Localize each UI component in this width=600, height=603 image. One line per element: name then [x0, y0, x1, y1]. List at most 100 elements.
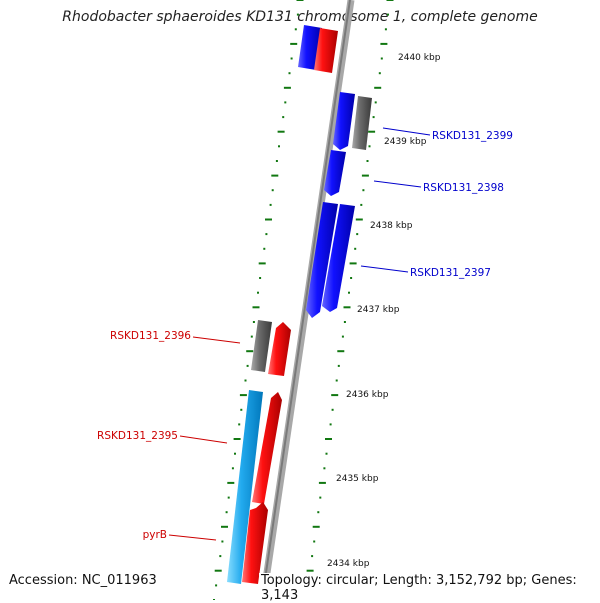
guide-dot: [227, 496, 230, 499]
scale-tick-label: 2436 kbp: [346, 390, 389, 400]
guide-dot: [225, 511, 228, 514]
guide-dot: [271, 189, 274, 192]
guide-tick-major: [258, 262, 266, 265]
guide-tick-major: [306, 569, 314, 572]
guide-dot: [215, 584, 218, 587]
guide-dot: [234, 452, 236, 455]
guide-dot: [294, 28, 297, 31]
guide-dot: [331, 408, 334, 411]
guide-dot: [374, 101, 377, 104]
feature-rskd131-2396: [268, 322, 291, 376]
guide-dot: [284, 101, 287, 104]
gene-label[interactable]: RSKD131_2395: [97, 430, 178, 442]
guide-tick-major: [265, 218, 272, 221]
gene-label-leader: [168, 534, 217, 541]
guide-dot: [384, 28, 387, 31]
guide-tick-major: [380, 42, 388, 45]
gene-labels: RSKD131_2399 RSKD131_2398 RSKD131_2397 RSKD…: [97, 127, 513, 541]
guide-dot: [257, 291, 259, 294]
guide-tick-major: [349, 262, 357, 265]
guide-dot: [329, 423, 332, 426]
guide-dot: [354, 247, 357, 250]
guide-dot: [335, 379, 338, 382]
gene-label-leader: [179, 435, 228, 444]
guide-tick-major: [337, 350, 345, 353]
guide-dot: [362, 189, 365, 192]
guide-tick-major: [283, 86, 291, 89]
scale-tick-label: 2437 kbp: [357, 305, 400, 315]
right-dotted-guide: [305, 0, 394, 600]
guide-dot: [282, 116, 285, 119]
guide-dot: [356, 233, 359, 236]
guide-tick-major: [355, 218, 363, 221]
guide-dot: [343, 321, 346, 323]
guide-dot: [313, 540, 316, 543]
guide-tick-major: [277, 130, 285, 133]
guide-dot: [368, 145, 371, 148]
guide-dot: [219, 555, 222, 558]
feature-rskd131-2399: [333, 92, 355, 150]
feature-rskd131-2396-gray: [251, 320, 272, 372]
guide-dot: [240, 408, 243, 411]
guide-dot: [372, 116, 375, 119]
guide-tick-major: [271, 174, 279, 177]
guide-tick-major: [246, 350, 254, 353]
gene-label-leader: [382, 127, 431, 136]
guide-tick-major: [252, 306, 260, 309]
guide-dot: [275, 160, 278, 162]
gene-label-leader: [360, 265, 409, 273]
guide-dot: [259, 277, 262, 279]
guide-tick-major: [374, 86, 382, 89]
guide-dot: [231, 467, 234, 470]
guide-dot: [387, 13, 389, 16]
guide-dot: [278, 145, 280, 148]
guide-dot: [350, 277, 353, 279]
guide-tick-major: [227, 481, 235, 484]
scale-tick-label: 2438 kbp: [370, 221, 413, 231]
guide-dot: [252, 321, 255, 323]
guide-dot: [290, 57, 293, 60]
feature-red-top: [314, 28, 338, 73]
guide-dot: [317, 511, 320, 514]
gene-label[interactable]: RSKD131_2399: [432, 130, 513, 142]
scale-tick-label: 2440 kbp: [398, 53, 441, 63]
guide-tick-major: [239, 394, 247, 397]
guide-dot: [250, 335, 253, 338]
scale-tick-label: 2434 kbp: [327, 559, 370, 569]
gene-label[interactable]: RSKD131_2396: [110, 330, 191, 342]
accession-text: Accession: NC_011963: [7, 573, 159, 588]
guide-dot: [325, 452, 328, 455]
feature-cyan: [227, 390, 263, 584]
guide-dot: [366, 160, 369, 162]
gene-label[interactable]: RSKD131_2397: [410, 267, 491, 279]
guide-dot: [244, 379, 247, 382]
summary-text: Topology: circular; Length: 3,152,792 bp…: [259, 573, 600, 603]
scale-tick-label: 2439 kbp: [384, 137, 427, 147]
gene-label[interactable]: pyrB: [143, 529, 167, 541]
guide-dot: [288, 72, 291, 75]
feature-rskd131-2398: [324, 150, 346, 196]
gene-label-leader: [192, 336, 241, 344]
guide-tick-major: [312, 525, 320, 528]
guide-tick-major: [368, 130, 376, 133]
feature-rskd131-2395: [252, 392, 282, 504]
feature-gray-2399-pair: [352, 96, 372, 150]
scale-tick-label: 2435 kbp: [336, 474, 379, 484]
guide-dot: [348, 291, 350, 294]
gene-label[interactable]: RSKD131_2398: [423, 182, 504, 194]
guide-tick-major: [296, 0, 304, 1]
guide-tick-major: [386, 0, 394, 1]
guide-tick-major: [290, 42, 298, 45]
guide-dot: [238, 423, 241, 426]
scale-ticks: 2440 kbp 2439 kbp 2438 kbp 2437 kbp 2436 kbp…: [327, 53, 441, 569]
guide-tick-major: [214, 569, 222, 572]
guide-dot: [246, 364, 249, 367]
guide-dot: [360, 203, 363, 206]
chromosome-backbone: [259, 0, 355, 600]
feature-rskd131-2397-b: [322, 204, 355, 312]
guide-tick-major: [343, 306, 351, 309]
left-dotted-guide: [213, 0, 304, 600]
guide-tick-major: [325, 438, 332, 440]
guide-dot: [323, 467, 326, 470]
